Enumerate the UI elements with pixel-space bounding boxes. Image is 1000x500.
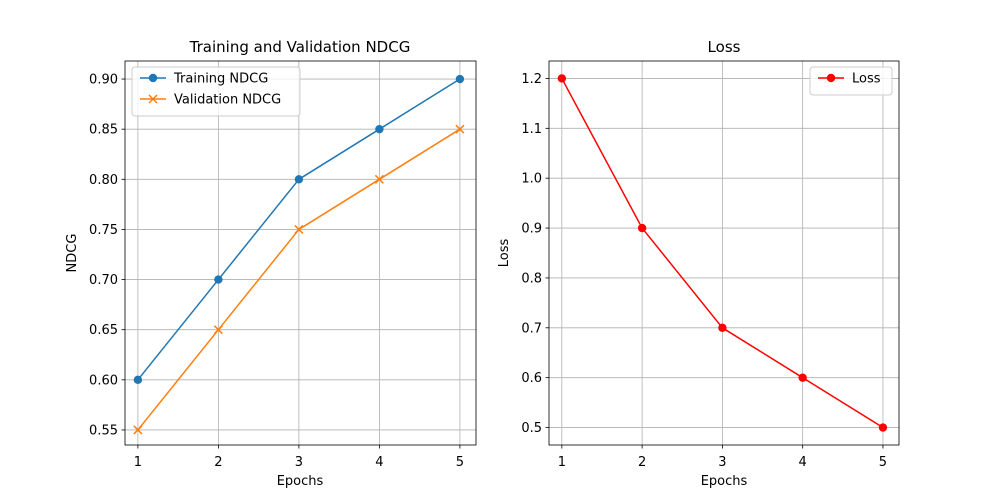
y-tick-label: 1.2: [521, 72, 542, 87]
x-tick-label: 4: [375, 455, 383, 470]
legend-label: Training NDCG: [173, 72, 268, 87]
data-point: [718, 323, 727, 333]
data-point: [455, 74, 465, 84]
y-axis-label: NDCG: [65, 234, 80, 273]
data-point: [213, 325, 223, 335]
data-point: [133, 375, 143, 385]
y-tick-label: 0.7: [521, 321, 542, 336]
y-tick-label: 0.80: [89, 173, 118, 188]
x-tick-label: 3: [718, 455, 726, 470]
legend-marker: [148, 73, 158, 83]
x-tick-label: 2: [214, 455, 222, 470]
legend-label: Loss: [852, 72, 881, 87]
y-tick-label: 0.70: [89, 273, 118, 288]
data-point: [214, 275, 223, 284]
y-tick-label: 0.5: [521, 421, 542, 436]
x-axis-label: Epochs: [277, 474, 324, 489]
x-tick-label: 1: [134, 455, 142, 470]
data-point: [133, 425, 143, 435]
y-tick-label: 0.55: [89, 423, 118, 438]
data-point: [294, 175, 304, 184]
y-tick-label: 1.0: [521, 172, 542, 187]
x-tick-label: 5: [879, 455, 887, 470]
data-point: [455, 124, 465, 134]
data-point: [294, 224, 304, 234]
data-point: [798, 373, 807, 382]
y-tick-label: 1.1: [521, 122, 542, 137]
y-tick-label: 0.65: [89, 323, 118, 338]
chart-title: Loss: [708, 38, 741, 56]
y-tick-label: 0.75: [89, 223, 118, 238]
x-axis-label: Epochs: [701, 474, 748, 489]
data-point: [375, 124, 384, 134]
legend-label: Validation NDCG: [174, 93, 281, 108]
axes-frame: [124, 60, 477, 446]
y-tick-label: 0.9: [521, 222, 542, 237]
chart-title: Training and Validation NDCG: [189, 38, 411, 56]
x-tick-label: 2: [638, 455, 646, 470]
y-tick-label: 0.6: [521, 371, 542, 386]
y-tick-label: 0.85: [89, 123, 118, 138]
x-tick-label: 5: [456, 455, 464, 470]
data-point: [557, 74, 567, 83]
loss-panel: Loss Epochs Loss 1 2 3 4 5 0.5 0.6 0.7 0.8 0.9 1.0…: [497, 38, 900, 489]
x-tick-label: 3: [295, 455, 303, 470]
x-tick-label: 4: [799, 455, 807, 470]
x-tick-label: 1: [558, 455, 566, 470]
y-axis-label: Loss: [497, 239, 512, 268]
legend: Loss: [809, 66, 893, 96]
legend-marker: [826, 73, 836, 83]
data-point: [637, 223, 647, 233]
y-tick-label: 0.90: [89, 73, 118, 88]
y-tick-label: 0.8: [521, 271, 542, 286]
data-point: [374, 174, 384, 184]
y-tick-label: 0.60: [89, 373, 118, 388]
legend: Training NDCG Validation NDCG: [131, 66, 301, 117]
ndcg-panel: Training and Validation NDCG Epochs NDCG…: [65, 38, 477, 489]
legend-box: [131, 66, 301, 117]
data-point: [878, 423, 888, 432]
legend-marker: [148, 94, 158, 104]
axes-frame: [548, 60, 900, 446]
